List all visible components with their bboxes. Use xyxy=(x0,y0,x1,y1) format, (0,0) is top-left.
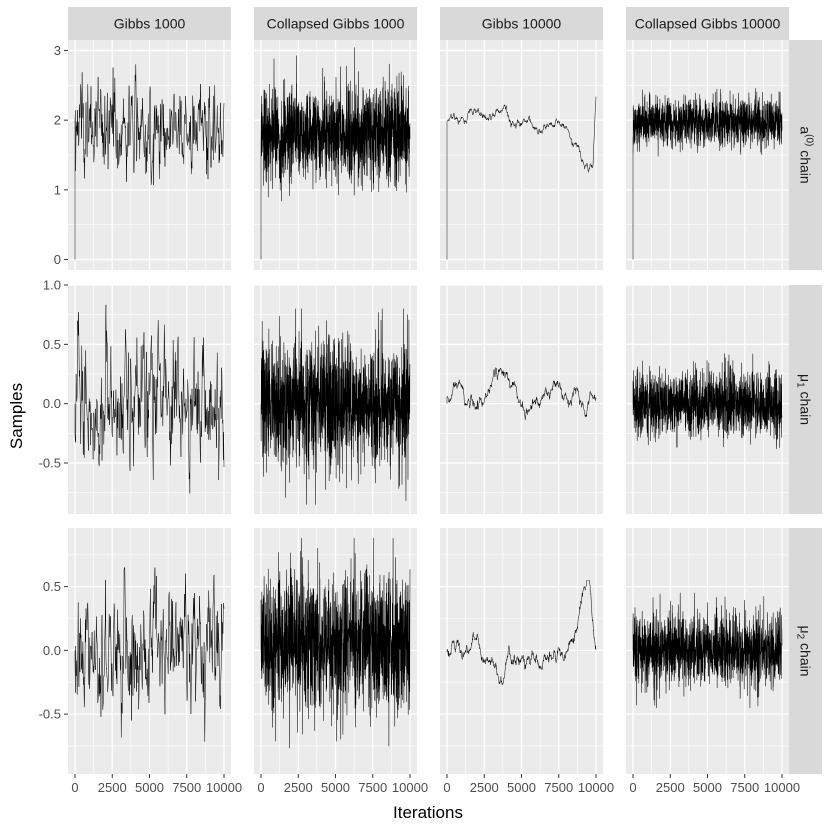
trace-line-r3-c1 xyxy=(74,567,225,742)
x-tick-label: 7500 xyxy=(544,780,573,795)
y-axis-title: Samples xyxy=(7,383,26,449)
x-tick-label: 0 xyxy=(71,780,78,795)
x-axis-title: Iterations xyxy=(393,803,463,822)
strip-background xyxy=(789,40,822,270)
facet-column-label: Collapsed Gibbs 10000 xyxy=(635,16,781,32)
facet-strip-top-3: Gibbs 10000 xyxy=(440,7,603,40)
facet-strip-top-2: Collapsed Gibbs 1000 xyxy=(254,7,417,40)
facet-column-label: Collapsed Gibbs 1000 xyxy=(267,16,405,32)
facet-row-label-main: μ xyxy=(798,626,814,634)
facet-row-label-tail: chain xyxy=(798,639,814,676)
axes-layer: 0 1 2 3 -0.5 0.0 0.5 1.0 -0.5 0.0 0.5 0 2500 5000 7500… xyxy=(39,43,800,795)
trace-line-r2-c4 xyxy=(632,353,783,450)
strips-layer: Gibbs 1000 Collapsed Gibbs 1000 Gibbs 1000… xyxy=(68,7,822,774)
strip-background xyxy=(626,7,789,40)
y-tick-label: -0.5 xyxy=(39,455,61,470)
y-tick-label: 2 xyxy=(54,113,61,128)
y-tick-label: 1 xyxy=(54,182,61,197)
panel-r1-c2 xyxy=(254,40,417,270)
facet-column-label: Gibbs 10000 xyxy=(482,16,562,32)
strip-background xyxy=(789,528,822,774)
x-tick-label: 10000 xyxy=(578,780,614,795)
panel-r1-c1 xyxy=(68,40,231,270)
trace-line-r2-c2 xyxy=(260,308,411,505)
y-tick-label: 1.0 xyxy=(43,278,61,293)
strip-background xyxy=(254,7,417,40)
panel-r2-c1 xyxy=(68,284,231,514)
x-tick-label: 10000 xyxy=(392,780,428,795)
trace-line-r2-c1 xyxy=(74,304,225,494)
y-axis-row-1: 0 1 2 3 xyxy=(54,43,68,267)
facet-column-label: Gibbs 1000 xyxy=(114,16,186,32)
x-tick-label: 0 xyxy=(443,780,450,795)
facet-row-label: μ1 chain xyxy=(795,374,814,425)
facet-strip-top-4: Collapsed Gibbs 10000 xyxy=(626,7,789,40)
trace-line-r3-c3 xyxy=(446,580,597,686)
facet-strip-right-2: μ1 chain xyxy=(789,285,822,514)
facet-row-label: μ2 chain xyxy=(795,626,814,677)
y-tick-label: -0.5 xyxy=(39,707,61,722)
panels-layer xyxy=(68,40,789,774)
facet-row-label-sub: 2 xyxy=(795,634,806,640)
strip-background xyxy=(440,7,603,40)
facet-strip-right-1: a(0) chain xyxy=(789,40,822,270)
x-axis-col-4: 0 2500 5000 7500 10000 xyxy=(629,774,800,795)
panel-r3-c3 xyxy=(440,528,603,774)
panel-r3-c1 xyxy=(68,528,231,774)
panel-r2-c3 xyxy=(440,284,603,514)
y-tick-label: 3 xyxy=(54,43,61,58)
x-tick-label: 5000 xyxy=(135,780,164,795)
facet-row-label-tail: chain xyxy=(798,388,814,425)
y-tick-label: 0 xyxy=(54,252,61,267)
panel-r3-c2 xyxy=(254,528,417,774)
panel-r2-c4 xyxy=(626,284,789,514)
x-axis-col-1: 0 2500 5000 7500 10000 xyxy=(71,774,242,795)
x-axis-col-3: 0 2500 5000 7500 10000 xyxy=(443,774,614,795)
facet-row-label: a(0) chain xyxy=(798,126,815,183)
x-tick-label: 0 xyxy=(629,780,636,795)
x-tick-label: 5000 xyxy=(321,780,350,795)
trace-line-r3-c4 xyxy=(632,592,783,708)
facet-strip-right-3: μ2 chain xyxy=(789,528,822,774)
y-tick-label: 0.0 xyxy=(43,396,61,411)
x-tick-label: 2500 xyxy=(284,780,313,795)
x-axis-col-2: 0 2500 5000 7500 10000 xyxy=(257,774,428,795)
panel-r3-c4 xyxy=(626,528,789,774)
trace-line-r1-c4 xyxy=(632,88,783,260)
y-axis-row-3: -0.5 0.0 0.5 xyxy=(39,579,68,722)
x-tick-label: 7500 xyxy=(358,780,387,795)
panel-r1-c4 xyxy=(626,40,789,270)
strip-background xyxy=(68,7,231,40)
trace-line-r1-c1 xyxy=(74,64,225,260)
facet-row-label-tail: chain xyxy=(798,146,814,183)
x-tick-label: 2500 xyxy=(656,780,685,795)
panel-r2-c2 xyxy=(254,284,417,514)
x-tick-label: 5000 xyxy=(507,780,536,795)
facet-row-label-sup: (0) xyxy=(804,134,815,146)
facet-row-label-sub: 1 xyxy=(795,382,806,388)
strip-background xyxy=(789,285,822,514)
trace-line-r1-c2 xyxy=(260,47,411,260)
x-tick-label: 7500 xyxy=(172,780,201,795)
x-tick-label: 0 xyxy=(257,780,264,795)
facet-strip-top-1: Gibbs 1000 xyxy=(68,7,231,40)
x-tick-label: 10000 xyxy=(206,780,242,795)
x-tick-label: 5000 xyxy=(693,780,722,795)
x-tick-label: 7500 xyxy=(730,780,759,795)
y-axis-row-2: -0.5 0.0 0.5 1.0 xyxy=(39,278,68,470)
trace-line-r2-c3 xyxy=(446,367,597,421)
x-tick-label: 10000 xyxy=(764,780,800,795)
y-tick-label: 0.0 xyxy=(43,643,61,658)
x-tick-label: 2500 xyxy=(470,780,499,795)
y-tick-label: 0.5 xyxy=(43,579,61,594)
x-tick-label: 2500 xyxy=(98,780,127,795)
trace-line-r1-c3 xyxy=(446,96,597,260)
y-tick-label: 0.5 xyxy=(43,337,61,352)
facet-row-label-main: μ xyxy=(798,374,814,382)
panel-r1-c3 xyxy=(440,40,603,270)
facet-row-label-main: a xyxy=(798,126,814,134)
trace-line-r3-c2 xyxy=(260,537,411,749)
